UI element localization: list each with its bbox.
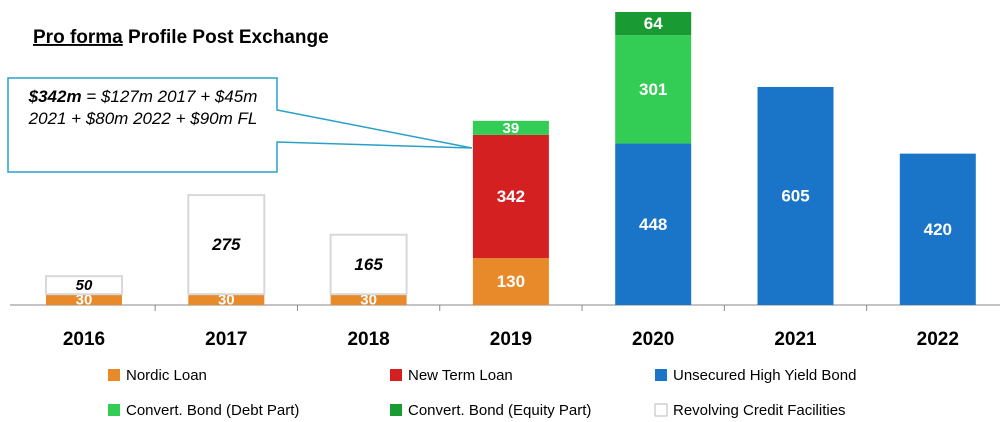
callout-emphasis: $342m xyxy=(28,87,82,106)
bar-segment xyxy=(615,143,692,305)
data-label: 50 xyxy=(76,277,93,294)
bar-segment xyxy=(615,12,692,36)
legend-label: Nordic Loan xyxy=(126,367,207,384)
legend-label: Convert. Bond (Equity Part) xyxy=(408,402,591,419)
data-label: 448 xyxy=(639,215,667,234)
data-label: 30 xyxy=(218,292,235,309)
legend-swatch xyxy=(108,404,120,416)
bar-segment xyxy=(329,233,408,296)
data-label: 64 xyxy=(644,14,663,33)
bar-segment xyxy=(899,153,976,305)
callout: $342m = $127m 2017 + $45m 2021 + $80m 20… xyxy=(12,80,274,170)
x-tick-label: 2017 xyxy=(205,329,247,350)
bar-segment xyxy=(757,86,834,305)
legend-label: New Term Loan xyxy=(408,367,513,384)
data-label: 275 xyxy=(211,235,241,254)
legend-label: Revolving Credit Facilities xyxy=(673,402,846,419)
bar-segment xyxy=(472,134,549,259)
legend-swatch xyxy=(390,404,402,416)
x-tick-label: 2018 xyxy=(347,329,389,350)
callout-box xyxy=(7,77,473,173)
legend-swatch xyxy=(654,403,668,417)
legend-swatch xyxy=(108,369,120,381)
title-rest: Profile Post Exchange xyxy=(128,27,329,48)
bar-segment xyxy=(330,294,407,305)
legend-swatch xyxy=(390,369,402,381)
bar-segment xyxy=(187,194,266,296)
data-label: 30 xyxy=(360,292,377,309)
data-label: 420 xyxy=(924,220,952,239)
legend-label: Convert. Bond (Debt Part) xyxy=(126,402,299,419)
x-tick-label: 2016 xyxy=(63,329,105,350)
data-label: 342 xyxy=(497,187,525,206)
data-label: 165 xyxy=(354,255,383,274)
bar-segment xyxy=(45,275,123,296)
bar-segment xyxy=(615,35,692,144)
callout-text: = $127m 2017 + $45m 2021 + $80m 2022 + $… xyxy=(28,87,258,128)
x-tick-label: 2019 xyxy=(490,329,532,350)
data-label: 30 xyxy=(76,292,93,309)
title-underlined: Pro forma xyxy=(33,27,123,48)
x-tick-label: 2020 xyxy=(632,329,674,350)
legend-label: Unsecured High Yield Bond xyxy=(673,367,856,384)
bar-segment xyxy=(188,294,265,305)
bar-segment xyxy=(46,294,122,305)
data-label: 39 xyxy=(503,120,520,137)
data-label: 130 xyxy=(497,272,525,291)
bar-segment xyxy=(472,258,549,305)
data-label: 605 xyxy=(781,186,809,205)
chart-title: Pro forma Profile Post Exchange xyxy=(33,27,329,48)
x-tick-label: 2021 xyxy=(774,329,817,350)
legend-swatch xyxy=(655,369,667,381)
bar-segment xyxy=(472,120,549,135)
data-label: 301 xyxy=(639,80,667,99)
x-tick-label: 2022 xyxy=(917,329,959,350)
